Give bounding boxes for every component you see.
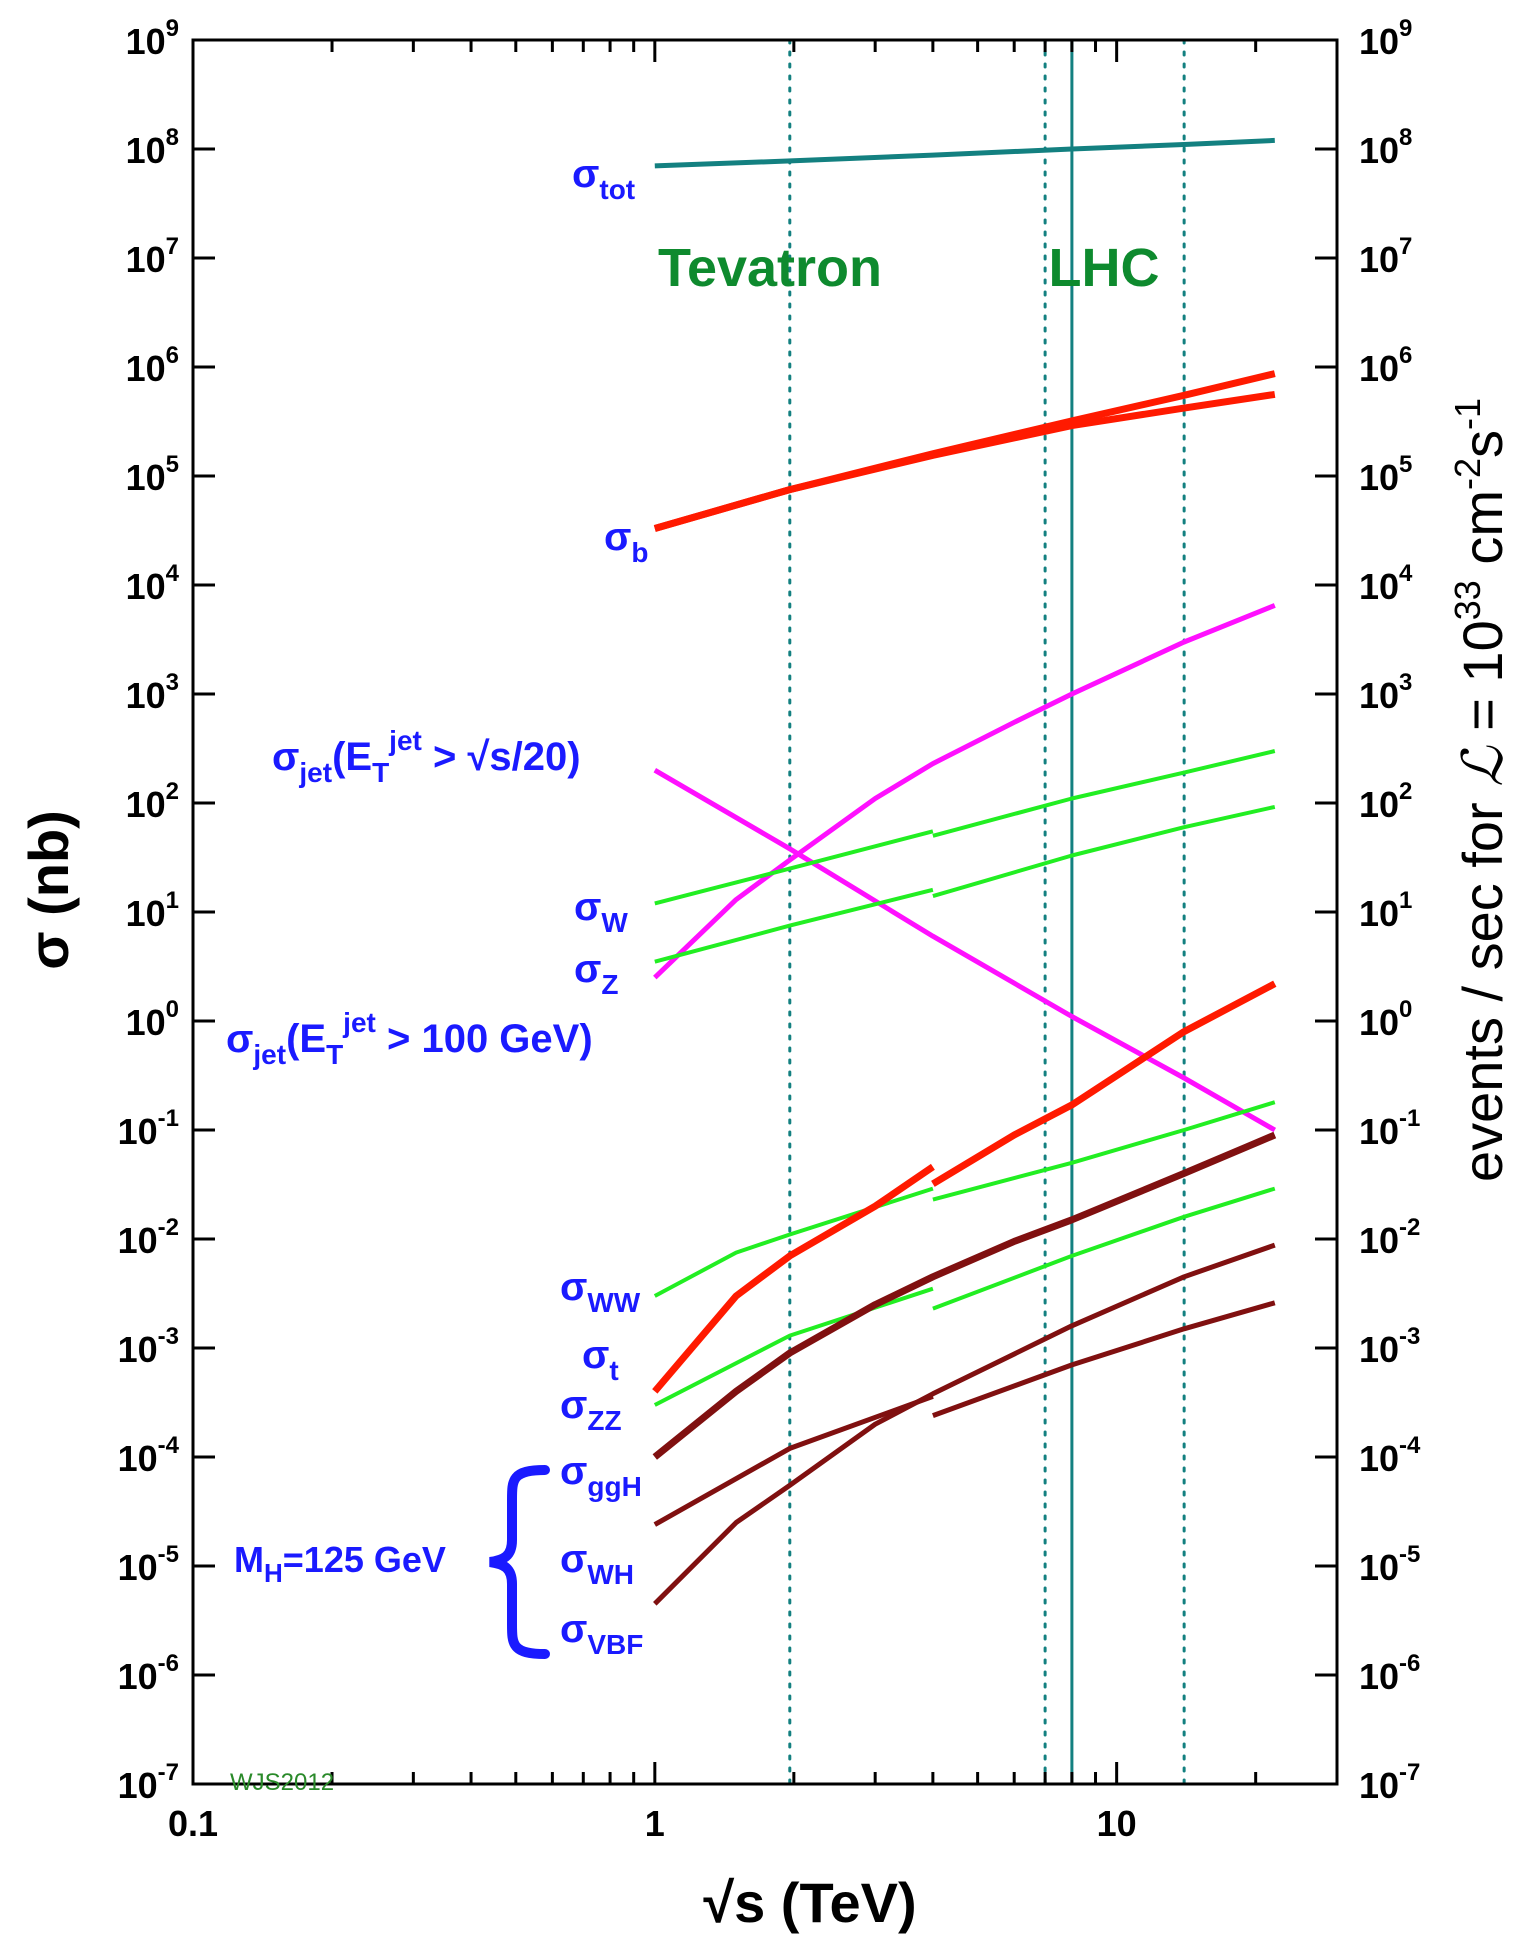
y-tick-label-left: 10-7 [118, 1759, 179, 1806]
label-sigma-jet-sqrt-s: σjet(ETjet > √s/20) [272, 725, 581, 788]
y-tick-label-left: 10-1 [118, 1105, 179, 1152]
region-label-lhc: LHC [1049, 238, 1160, 298]
y-tick-label-right: 103 [1359, 669, 1412, 716]
y-tick-label-left: 106 [126, 342, 179, 389]
series-curve-2-segment-0 [653, 768, 1277, 1133]
series-curve-11-segment-0 [653, 1242, 1276, 1606]
series-curve-3-segment-0 [653, 603, 1276, 980]
series-curve-8-segment-0 [653, 1286, 934, 1407]
y-tick-label-right: 109 [1359, 15, 1412, 62]
y-tick-label-left: 108 [126, 124, 179, 171]
label-sigma-ggh: σggH [560, 1449, 642, 1502]
label-sigma-vbf: σVBF [560, 1607, 643, 1660]
y-tick-label-left: 102 [126, 778, 179, 825]
y-tick-label-left: 107 [126, 233, 179, 280]
higgs-brace [489, 1465, 550, 1659]
collider-energy-lines [788, 38, 1186, 1786]
label-sigma-jet-100gev: σjet(ETjet > 100 GeV) [226, 1007, 593, 1070]
series-curve-4-segment-0 [654, 829, 934, 906]
plot-frame [191, 38, 1339, 1786]
series-curve-8-segment-1 [932, 1186, 1276, 1311]
label-higgs-mass: MH=125 GeV [234, 1539, 446, 1588]
y-tick-label-right: 104 [1359, 560, 1413, 607]
series-curve-5-segment-1 [932, 804, 1276, 899]
axis-ticks [191, 38, 1339, 1786]
region-label-tevatron: Tevatron [658, 238, 882, 298]
y-tick-label-right: 10-2 [1359, 1214, 1420, 1261]
y-tick-label-right: 10-1 [1359, 1105, 1420, 1152]
y-tick-label-right: 102 [1359, 778, 1412, 825]
series-curve-0-segment-0 [654, 137, 1275, 169]
series-curves [652, 137, 1277, 1606]
y-tick-label-left: 10-5 [118, 1541, 179, 1588]
x-tick-label: 1 [645, 1803, 665, 1844]
series-curve-9-segment-0 [652, 1131, 1277, 1460]
y-tick-label-left: 104 [126, 560, 180, 607]
series-curve-6-segment-1 [932, 1100, 1276, 1202]
y-tick-label-right: 100 [1359, 996, 1412, 1043]
x-axis-title: √s (TeV) [703, 1871, 916, 1934]
y-tick-label-left: 101 [126, 887, 179, 934]
series-curve-7-segment-1 [931, 980, 1277, 1187]
y-tick-label-left: 105 [126, 451, 179, 498]
y-tick-label-left: 10-6 [118, 1650, 179, 1697]
y-tick-label-right: 10-6 [1359, 1650, 1420, 1697]
y-tick-label-right: 107 [1359, 233, 1412, 280]
series-curve-10-segment-1 [932, 1300, 1276, 1418]
y-tick-label-right: 10-4 [1359, 1432, 1421, 1479]
series-curve-4-segment-1 [932, 749, 1276, 838]
series-curve-10-segment-0 [653, 1394, 934, 1527]
y-tick-label-right: 10-3 [1359, 1323, 1420, 1370]
y-tick-label-left: 103 [126, 669, 179, 716]
label-sigma-t: σt [582, 1333, 619, 1386]
series-curve-7-segment-0 [652, 1163, 935, 1394]
y-tick-label-right: 105 [1359, 451, 1412, 498]
series-curve-5-segment-0 [654, 887, 934, 964]
series-curve-1-segment-1 [653, 390, 1276, 532]
y-tick-label-right: 108 [1359, 124, 1412, 171]
y-axis-title: σ (nb) [17, 810, 80, 970]
label-sigma-b: σb [604, 515, 648, 568]
y-tick-label-left: 10-2 [118, 1214, 179, 1261]
label-sigma-tot: σtot [572, 152, 635, 205]
y-tick-label-right: 101 [1359, 887, 1412, 934]
y-tick-label-left: 109 [126, 15, 179, 62]
y-tick-label-right: 106 [1359, 342, 1412, 389]
label-sigma-zz: σZZ [560, 1383, 622, 1436]
y2-axis-title: events / sec for ℒ = 1033 cm-2s-1 [1447, 398, 1515, 1182]
label-sigma-w: σW [574, 885, 628, 938]
y-tick-label-right: 10-7 [1359, 1759, 1420, 1806]
series-curve-6-segment-0 [653, 1186, 934, 1298]
label-sigma-z: σZ [574, 947, 618, 1000]
credit-text: WJS2012 [230, 1769, 334, 1796]
y-tick-label-right: 10-5 [1359, 1541, 1420, 1588]
label-sigma-wh: σWH [560, 1537, 634, 1590]
axis-tick-labels: 0.1 1 10 10-7 10-7 10-6 10-6 10-5 10-5 10-4 10-4 10… [118, 15, 1421, 1844]
y-tick-label-left: 10-3 [118, 1323, 179, 1370]
y-tick-label-left: 100 [126, 996, 179, 1043]
x-tick-label: 10 [1097, 1803, 1137, 1844]
label-sigma-ww: σWW [560, 1265, 641, 1318]
x-tick-label: 0.1 [168, 1803, 218, 1844]
y-tick-label-left: 10-4 [118, 1432, 180, 1479]
